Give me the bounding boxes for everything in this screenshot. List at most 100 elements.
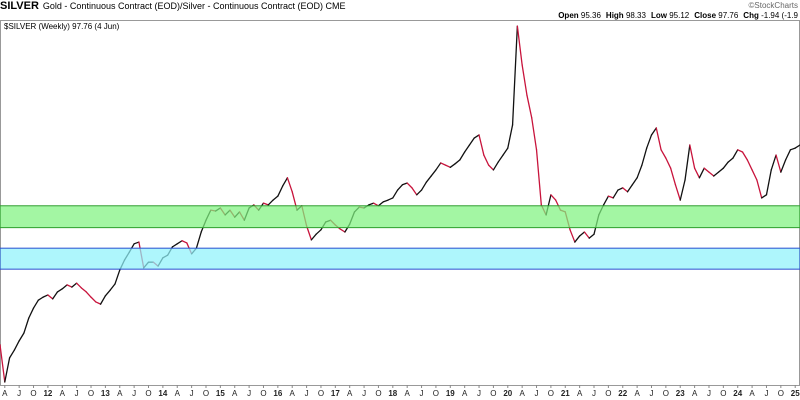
x-tick-label: 25	[791, 389, 800, 398]
price-segment	[262, 202, 269, 206]
price-segment	[80, 287, 87, 293]
price-segment	[176, 240, 183, 245]
price-segment	[722, 161, 729, 169]
x-tick-label: J	[362, 389, 366, 398]
x-tick-label: J	[420, 389, 424, 398]
x-tick-label: 16	[273, 389, 282, 398]
x-tick-label: O	[663, 389, 669, 398]
price-segment	[267, 199, 274, 206]
price-segment	[310, 233, 317, 241]
x-tick-label: J	[764, 389, 768, 398]
price-segment	[281, 177, 289, 187]
price-segment	[698, 167, 705, 179]
x-tick-label: A	[634, 389, 640, 398]
stat-label: Low	[650, 11, 667, 20]
price-segment	[416, 189, 423, 196]
price-segment	[104, 289, 111, 297]
price-segment	[0, 344, 6, 383]
x-tick-label: 15	[216, 389, 225, 398]
price-segment	[52, 291, 59, 300]
x-tick-label: J	[75, 389, 79, 398]
price-segment	[4, 357, 11, 383]
price-segment	[99, 295, 107, 305]
price-segment	[47, 294, 54, 300]
price-segment	[602, 195, 610, 206]
support-band	[0, 247, 800, 270]
stat-label: Open	[558, 11, 579, 20]
brand: ©StockCharts	[748, 1, 798, 10]
x-tick-label: O	[375, 389, 381, 398]
price-segment	[737, 149, 744, 153]
price-segment	[109, 283, 116, 291]
price-segment	[727, 157, 734, 163]
price-segment	[195, 231, 202, 249]
x-tick-label: O	[145, 389, 151, 398]
price-segment	[521, 64, 528, 96]
price-segment	[468, 137, 475, 146]
price-segment	[622, 187, 629, 193]
x-tick-label: 19	[446, 389, 455, 398]
x-tick-label: J	[592, 389, 596, 398]
x-tick-label: O	[318, 389, 324, 398]
stat: High 98.33	[606, 11, 646, 20]
x-tick-label: 14	[158, 389, 167, 398]
price-segment	[444, 164, 451, 168]
price-segment	[315, 229, 322, 235]
price-segment	[23, 317, 30, 334]
series-label: $SILVER (Weekly) 97.76 (4 Jun)	[4, 22, 120, 31]
price-segment	[660, 149, 667, 159]
x-tick-label: O	[260, 389, 266, 398]
price-segment	[617, 187, 624, 191]
price-segment	[368, 202, 375, 206]
x-tick-label: J	[132, 389, 136, 398]
price-segment	[449, 163, 456, 168]
price-segment	[765, 169, 772, 196]
x-tick-label: 22	[618, 389, 627, 398]
price-segment	[411, 187, 418, 196]
x-tick-label: O	[203, 389, 209, 398]
price-segment	[478, 134, 485, 156]
symbol: SILVER	[0, 0, 39, 12]
price-segment	[464, 144, 471, 153]
x-tick-label: A	[347, 389, 353, 398]
price-segment	[789, 147, 796, 151]
price-segment	[454, 159, 461, 165]
x-tick-label: O	[433, 389, 439, 398]
price-segment	[670, 167, 677, 186]
price-segment	[741, 151, 748, 161]
price-segment	[272, 195, 279, 201]
x-tick-label: J	[649, 389, 653, 398]
price-segment	[420, 181, 427, 191]
stat-value: 97.76	[718, 11, 739, 20]
price-segment	[751, 169, 758, 181]
price-segment	[761, 194, 768, 199]
stat: Close 97.76	[694, 11, 738, 20]
price-segment	[459, 151, 466, 161]
price-segment	[377, 201, 384, 207]
stat-value: -1.94 (-1.9	[761, 11, 798, 20]
price-segment	[516, 25, 523, 66]
price-segment	[382, 199, 389, 203]
x-tick-label: O	[605, 389, 611, 398]
x-tick-label: 20	[503, 389, 512, 398]
stat-value: 95.36	[580, 11, 601, 20]
x-tick-label: A	[60, 389, 66, 398]
x-tick-label: A	[577, 389, 583, 398]
price-segment	[387, 197, 394, 201]
x-tick-label: O	[778, 389, 784, 398]
price-segment	[440, 162, 447, 166]
price-segment	[550, 194, 557, 201]
price-segment	[401, 182, 408, 186]
price-segment	[770, 154, 777, 171]
price-segment	[531, 117, 538, 151]
stat: Low 95.12	[651, 11, 689, 20]
price-segment	[650, 127, 657, 136]
ohlc-stats: Open 95.36 High 98.33 Low 95.12 Close 97.76…	[558, 11, 798, 20]
price-segment	[578, 231, 586, 237]
price-segment	[8, 349, 16, 359]
x-tick-label: A	[232, 389, 238, 398]
stat-label: Close	[694, 11, 717, 20]
price-segment	[133, 241, 140, 245]
price-segment	[703, 167, 710, 173]
